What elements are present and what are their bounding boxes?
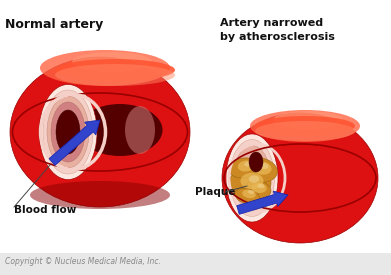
- Ellipse shape: [47, 96, 89, 168]
- Ellipse shape: [258, 184, 264, 188]
- Ellipse shape: [249, 152, 263, 172]
- Text: Artery narrowed
by atherosclerosis: Artery narrowed by atherosclerosis: [220, 18, 335, 42]
- Ellipse shape: [56, 110, 80, 154]
- Ellipse shape: [55, 59, 175, 81]
- Text: Normal artery: Normal artery: [5, 18, 103, 31]
- Ellipse shape: [235, 188, 259, 204]
- Ellipse shape: [250, 110, 360, 142]
- Ellipse shape: [243, 158, 277, 182]
- FancyArrow shape: [49, 120, 100, 165]
- Ellipse shape: [10, 57, 190, 207]
- Ellipse shape: [226, 134, 278, 222]
- Ellipse shape: [229, 168, 271, 198]
- FancyArrow shape: [237, 191, 288, 214]
- Ellipse shape: [273, 111, 343, 129]
- Ellipse shape: [248, 190, 254, 194]
- Ellipse shape: [243, 181, 271, 199]
- Ellipse shape: [222, 113, 378, 243]
- Ellipse shape: [72, 52, 152, 72]
- Ellipse shape: [240, 173, 264, 189]
- Ellipse shape: [255, 116, 355, 136]
- Ellipse shape: [251, 183, 267, 193]
- Ellipse shape: [77, 104, 163, 156]
- Ellipse shape: [310, 145, 370, 210]
- Text: Copyright © Nucleus Medical Media, Inc.: Copyright © Nucleus Medical Media, Inc.: [5, 257, 161, 266]
- Ellipse shape: [244, 161, 252, 167]
- FancyBboxPatch shape: [0, 253, 391, 275]
- Ellipse shape: [230, 139, 274, 216]
- Ellipse shape: [255, 121, 355, 141]
- Ellipse shape: [249, 175, 259, 183]
- Ellipse shape: [260, 163, 268, 169]
- Ellipse shape: [40, 50, 170, 86]
- Ellipse shape: [30, 181, 170, 209]
- Ellipse shape: [229, 158, 259, 178]
- Ellipse shape: [253, 161, 271, 175]
- Ellipse shape: [238, 160, 254, 172]
- Ellipse shape: [125, 106, 155, 154]
- Ellipse shape: [93, 95, 167, 169]
- Ellipse shape: [242, 190, 256, 198]
- Ellipse shape: [39, 84, 97, 180]
- Text: Plaque: Plaque: [195, 187, 235, 197]
- Ellipse shape: [233, 145, 271, 210]
- Ellipse shape: [43, 90, 93, 174]
- Text: Blood flow: Blood flow: [14, 205, 76, 215]
- Ellipse shape: [55, 64, 175, 86]
- Ellipse shape: [51, 102, 85, 162]
